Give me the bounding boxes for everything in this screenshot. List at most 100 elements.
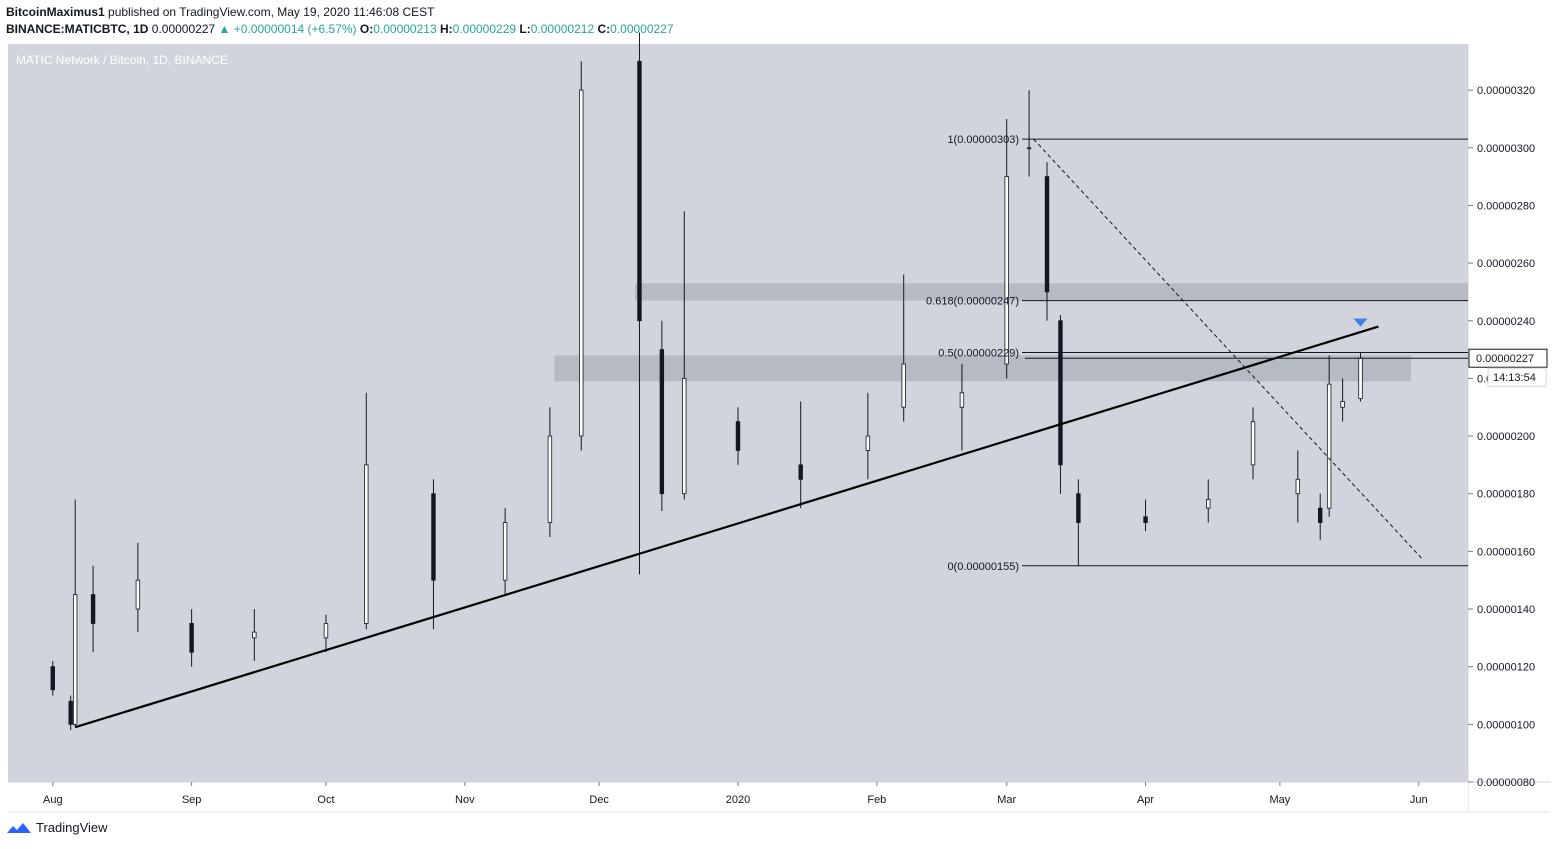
candle-body xyxy=(682,378,687,495)
candle xyxy=(798,401,803,509)
candle xyxy=(1318,493,1323,540)
candle-body xyxy=(959,392,965,408)
time-tick-label: May xyxy=(1270,794,1291,806)
candle-body xyxy=(1058,320,1063,466)
candle-body xyxy=(90,594,96,624)
candle xyxy=(1295,450,1301,523)
high-label: H: xyxy=(439,22,453,36)
price-tick-label: 0.00000120 xyxy=(1477,662,1535,674)
candle-body xyxy=(1295,478,1301,495)
symbol-label: BINANCE:MATICBTC, 1D xyxy=(6,22,149,36)
candle xyxy=(135,542,141,633)
candle-body xyxy=(1326,383,1332,509)
candle-body xyxy=(68,700,73,725)
author-name[interactable]: BitcoinMaximus1 xyxy=(6,5,105,19)
candle-body xyxy=(579,89,584,437)
candle xyxy=(1044,162,1050,321)
candle-body xyxy=(135,579,141,610)
price-tick-label: 0.00000180 xyxy=(1477,489,1535,501)
up-arrow-icon: ▲ xyxy=(218,22,231,36)
candle xyxy=(1358,352,1363,402)
candle-body xyxy=(72,594,78,725)
countdown-badge xyxy=(1487,367,1547,387)
candle-body xyxy=(502,522,508,581)
candle-body xyxy=(735,421,741,451)
publish-text: published on TradingView.com, May 19, 20… xyxy=(104,5,435,19)
candle xyxy=(735,407,741,465)
candle xyxy=(1076,479,1081,566)
candle xyxy=(1326,355,1332,517)
price-tick-label: 0.00000200 xyxy=(1477,431,1535,443)
price-tick-label: 0.00000320 xyxy=(1477,85,1535,97)
candle-body xyxy=(1076,493,1081,523)
candle xyxy=(1340,378,1345,422)
low-value: 0.00000212 xyxy=(530,22,595,36)
candle-body xyxy=(1318,507,1323,523)
time-tick-label: Oct xyxy=(317,794,334,806)
ohlc-legend: BINANCE:MATICBTC, 1D 0.00000227 ▲ +0.000… xyxy=(6,22,674,36)
last-price-badge xyxy=(1468,348,1548,368)
candle-body xyxy=(798,464,803,480)
countdown-label: 14:13:54 xyxy=(1493,372,1536,384)
tradingview-brand: TradingView xyxy=(36,820,108,835)
price-tick-label: 0.00000160 xyxy=(1477,546,1535,558)
candle-body xyxy=(189,623,194,653)
candle-body xyxy=(1358,357,1363,399)
candle xyxy=(1143,499,1148,532)
candle xyxy=(865,392,871,480)
time-tick-label: Aug xyxy=(43,794,63,806)
price-axis-panel xyxy=(1468,44,1550,782)
price-change: +0.00000014 (+6.57%) xyxy=(233,22,357,36)
candle-body xyxy=(1044,176,1050,293)
candle xyxy=(901,274,906,422)
chart-title: MATIC Network / Bitcoin, 1D, BINANCE xyxy=(16,53,228,67)
time-tick-label: Mar xyxy=(997,794,1016,806)
open-value: 0.00000213 xyxy=(373,22,437,36)
candle xyxy=(364,392,369,630)
candle-body xyxy=(252,631,257,639)
candle xyxy=(1206,479,1211,523)
time-tick-label: Dec xyxy=(589,794,609,806)
price-tick-label: 0.00000300 xyxy=(1477,143,1535,155)
candle-body xyxy=(323,623,329,639)
fib-level-label: 0.618(0.00000247) xyxy=(926,296,1019,308)
candle xyxy=(72,499,78,728)
price-tick-label: 0.00000280 xyxy=(1477,200,1535,212)
price-tick-label: 0.00000100 xyxy=(1477,719,1535,731)
candle xyxy=(431,479,436,630)
tradingview-logo-icon xyxy=(7,822,31,833)
candle xyxy=(1026,90,1032,177)
time-axis-panel xyxy=(8,782,1468,812)
candle xyxy=(637,32,642,575)
fib-level-label: 0.5(0.00000229) xyxy=(938,347,1019,359)
descending-trendline xyxy=(1033,138,1424,561)
candle-body xyxy=(1206,499,1211,509)
time-tick-label: Nov xyxy=(455,794,475,806)
candle xyxy=(50,660,55,696)
last-price: 0.00000227 xyxy=(151,22,216,36)
close-label: C: xyxy=(597,22,611,36)
fib-level-label: 0(0.00000155) xyxy=(947,561,1019,573)
price-tick-label: 0.00000240 xyxy=(1477,316,1535,328)
candle xyxy=(659,320,665,512)
tradingview-footer[interactable]: TradingView xyxy=(6,820,108,835)
candle xyxy=(252,609,257,661)
candle xyxy=(1058,314,1063,494)
fib-level-label: 1(0.00000303) xyxy=(947,134,1019,146)
open-label: O: xyxy=(359,22,374,36)
candle-body xyxy=(50,666,55,691)
candle xyxy=(189,609,194,667)
resistance-zone xyxy=(634,283,1468,301)
candle xyxy=(68,695,73,731)
time-tick-label: Feb xyxy=(867,794,886,806)
price-tick-label: 0.00000260 xyxy=(1477,258,1535,270)
candle-body xyxy=(1340,401,1345,408)
candle xyxy=(323,614,329,653)
candle-body xyxy=(1026,147,1032,150)
candle xyxy=(1250,407,1256,480)
candle xyxy=(502,508,508,595)
candle-body xyxy=(547,435,553,523)
candle-body xyxy=(901,363,906,408)
